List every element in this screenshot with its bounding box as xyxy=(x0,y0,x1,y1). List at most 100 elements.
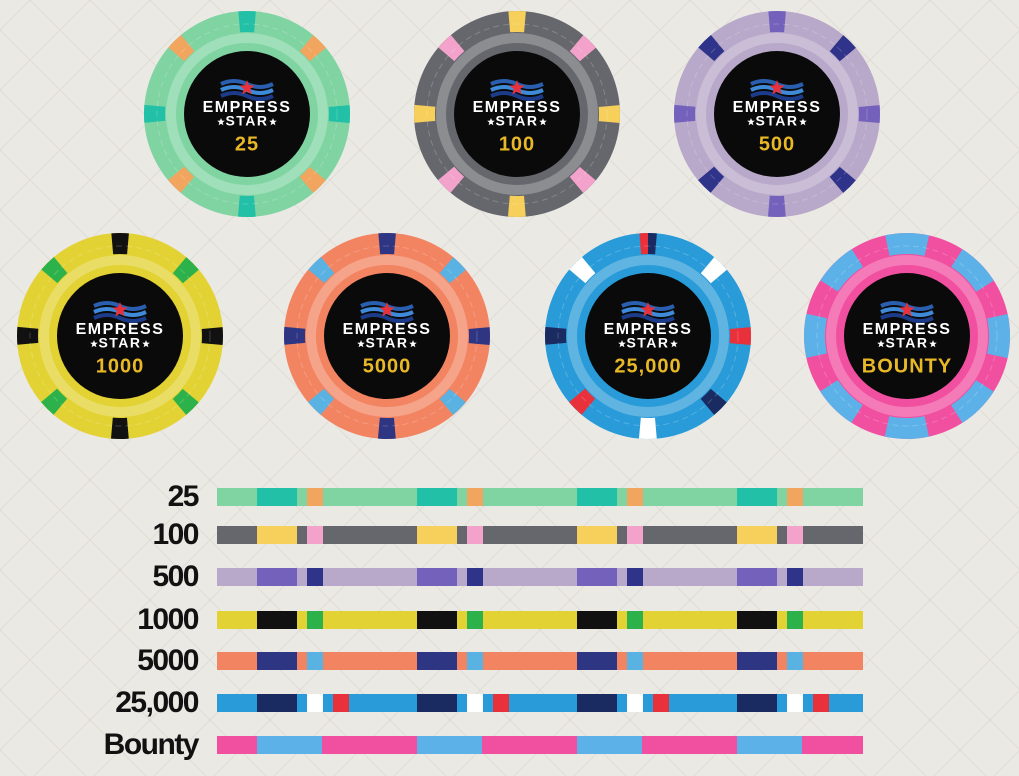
chip-center xyxy=(184,51,310,177)
brand-text: EMPRESS xyxy=(733,99,822,116)
inner-ring xyxy=(39,255,201,417)
star-icon xyxy=(747,118,755,126)
edge-insert xyxy=(284,233,490,439)
edge-insert xyxy=(787,611,803,629)
edge-base xyxy=(217,488,863,506)
edge-strip: 1000 xyxy=(137,603,863,636)
edge-insert xyxy=(577,736,642,754)
star-icon xyxy=(90,340,98,348)
chip-center xyxy=(454,51,580,177)
denomination: BOUNTY xyxy=(862,355,952,377)
edge-insert xyxy=(144,11,350,217)
edge-strip: 25 xyxy=(168,480,863,513)
edge-insert xyxy=(577,652,617,670)
edge-label: 25 xyxy=(168,480,199,513)
star-icon xyxy=(929,340,937,348)
edge-label: 100 xyxy=(152,518,198,551)
brand-text: EMPRESS xyxy=(203,99,292,116)
inner-ring xyxy=(166,33,328,195)
pattern-ring xyxy=(29,245,211,427)
edge-insert xyxy=(545,233,751,439)
brand-text: EMPRESS xyxy=(76,321,165,338)
brand-text: EMPRESS xyxy=(343,321,432,338)
edge-insert xyxy=(417,611,457,629)
edge-strip: Bounty xyxy=(104,728,863,761)
edge-insert xyxy=(577,568,617,586)
edge-base xyxy=(217,526,863,544)
edge-insert xyxy=(577,694,617,712)
edge-insert xyxy=(577,526,617,544)
edge-insert xyxy=(257,611,297,629)
edge-insert xyxy=(737,652,777,670)
edge-insert xyxy=(417,652,457,670)
star-icon xyxy=(487,118,495,126)
logo-wave xyxy=(360,313,414,323)
edge-insert xyxy=(627,611,643,629)
edge-insert xyxy=(307,652,323,670)
edge-insert xyxy=(307,488,323,506)
star-icon xyxy=(379,302,395,317)
edge-insert xyxy=(467,526,483,544)
inner-ring xyxy=(567,255,729,417)
edge-label: 25,000 xyxy=(115,686,199,719)
subbrand-text: STAR xyxy=(98,335,141,351)
logo-wave xyxy=(490,91,544,101)
edge-strip: 100 xyxy=(152,518,863,551)
edge-insert xyxy=(787,568,803,586)
edge-insert xyxy=(333,694,349,712)
edge-insert xyxy=(653,694,669,712)
edge-insert xyxy=(737,694,777,712)
edge-strip: 500 xyxy=(152,560,863,593)
pattern-ring xyxy=(296,245,478,427)
edge-insert xyxy=(737,526,777,544)
subbrand-text: STAR xyxy=(885,335,928,351)
pattern-ring xyxy=(557,245,739,427)
edge-insert xyxy=(17,233,223,439)
chip-center xyxy=(57,273,183,399)
edge-insert xyxy=(467,652,483,670)
edge-base xyxy=(217,736,863,754)
edge-base xyxy=(217,611,863,629)
edge-insert xyxy=(417,526,457,544)
edge-insert xyxy=(257,736,322,754)
edge-insert xyxy=(627,694,643,712)
star-icon xyxy=(670,340,678,348)
star-icon xyxy=(269,118,277,126)
edge-strip: 5000 xyxy=(137,644,863,677)
inner-ring xyxy=(696,33,858,195)
edge-insert xyxy=(787,652,803,670)
star-icon xyxy=(618,340,626,348)
star-icon xyxy=(112,302,128,317)
inner-ring xyxy=(436,33,598,195)
edge-label: 1000 xyxy=(137,603,199,636)
brand-text: EMPRESS xyxy=(604,321,693,338)
denomination: 100 xyxy=(499,133,535,155)
edge-insert xyxy=(307,526,323,544)
logo-wave xyxy=(93,313,147,323)
edge-insert xyxy=(787,694,803,712)
edge-insert xyxy=(257,488,297,506)
denomination: 1000 xyxy=(96,355,145,377)
edge-insert xyxy=(627,526,643,544)
star-icon xyxy=(357,340,365,348)
edge-insert xyxy=(307,694,323,712)
edge-insert xyxy=(467,611,483,629)
pattern-ring xyxy=(156,23,338,205)
subbrand-text: STAR xyxy=(365,335,408,351)
edge-insert xyxy=(737,488,777,506)
edge-insert xyxy=(493,694,509,712)
star-icon xyxy=(409,340,417,348)
denomination: 25,000 xyxy=(614,355,681,377)
edge-insert xyxy=(813,694,829,712)
edge-insert xyxy=(467,694,483,712)
edge-strip: 25,000 xyxy=(115,686,863,719)
edge-insert xyxy=(417,488,457,506)
star-icon xyxy=(509,80,525,95)
inner-ring xyxy=(826,255,988,417)
star-icon xyxy=(769,80,785,95)
chip-center xyxy=(714,51,840,177)
